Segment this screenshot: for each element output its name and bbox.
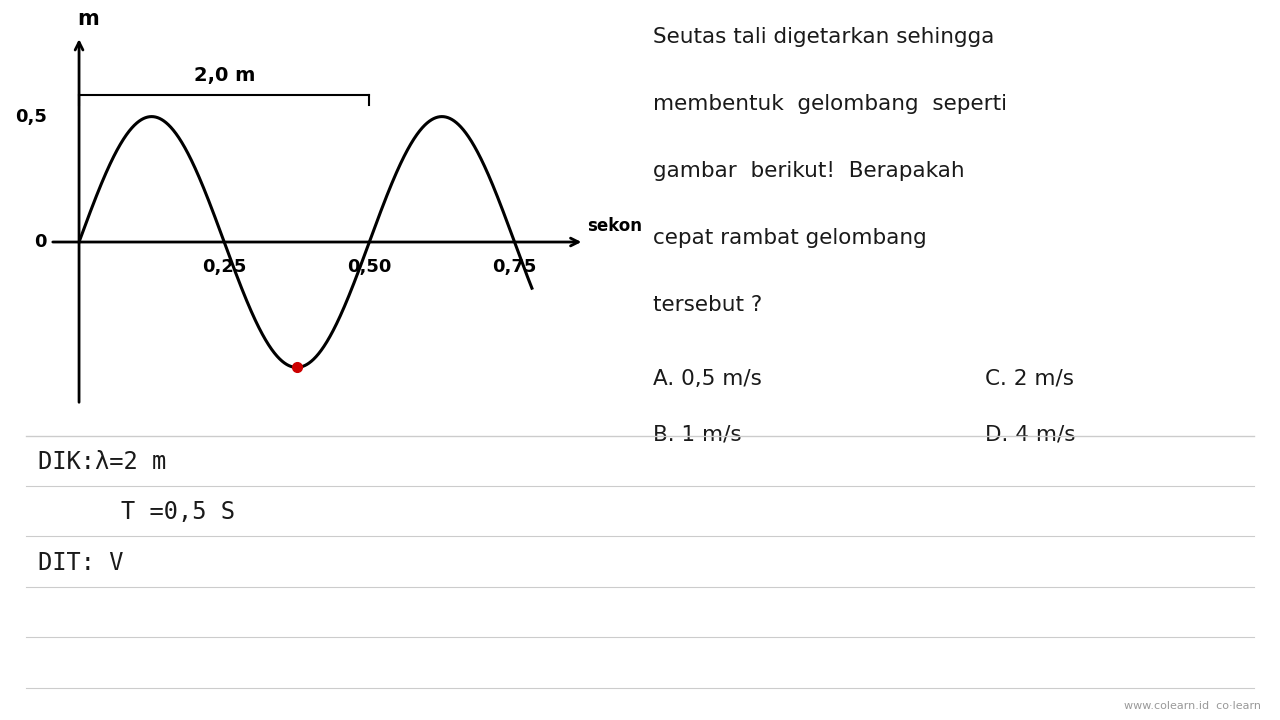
Text: 0,50: 0,50 [347, 258, 392, 276]
Text: T =0,5 S: T =0,5 S [64, 500, 236, 524]
Text: 0: 0 [35, 233, 47, 251]
Text: gambar  berikut!  Berapakah: gambar berikut! Berapakah [653, 161, 964, 181]
Text: m: m [77, 9, 99, 29]
Text: membentuk  gelombang  seperti: membentuk gelombang seperti [653, 94, 1006, 114]
Text: A. 0,5 m/s: A. 0,5 m/s [653, 369, 762, 389]
Text: B. 1 m/s: B. 1 m/s [653, 425, 741, 445]
Text: tersebut ?: tersebut ? [653, 295, 762, 315]
Text: DIT: V: DIT: V [38, 551, 124, 575]
Text: 0,5: 0,5 [15, 107, 47, 125]
Text: C. 2 m/s: C. 2 m/s [986, 369, 1074, 389]
Text: www.colearn.id  co·learn: www.colearn.id co·learn [1124, 701, 1261, 711]
Text: 2,0 m: 2,0 m [193, 66, 255, 85]
Text: cepat rambat gelombang: cepat rambat gelombang [653, 228, 927, 248]
Text: 0,25: 0,25 [202, 258, 246, 276]
Text: sekon: sekon [588, 217, 643, 235]
Text: 0,75: 0,75 [493, 258, 536, 276]
Text: DIK:λ=2 m: DIK:λ=2 m [38, 450, 166, 474]
Text: Seutas tali digetarkan sehingga: Seutas tali digetarkan sehingga [653, 27, 993, 48]
Text: D. 4 m/s: D. 4 m/s [986, 425, 1075, 445]
